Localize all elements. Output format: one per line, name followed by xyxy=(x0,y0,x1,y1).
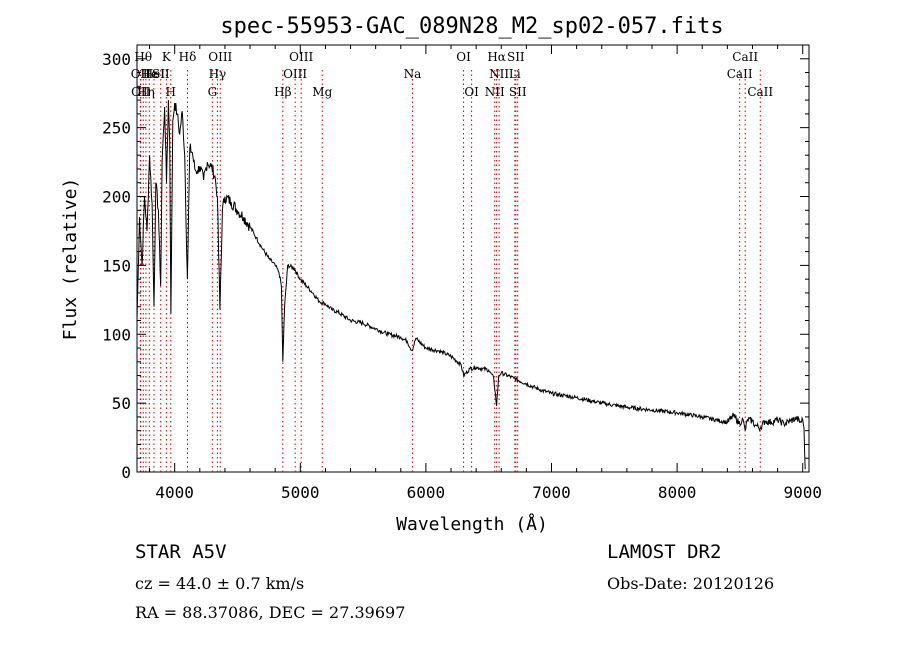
spectral-line-label: CaII xyxy=(732,50,758,64)
spectral-line-label: Hδ xyxy=(179,50,197,64)
x-tick-label: 6000 xyxy=(407,483,446,502)
spectral-line-label: HeI xyxy=(143,67,166,81)
x-tick-label: 7000 xyxy=(532,483,571,502)
x-axis-label: Wavelength (Å) xyxy=(396,513,548,535)
survey-name: LAMOST DR2 xyxy=(607,541,722,563)
obs-date-text: Obs-Date: 20120126 xyxy=(607,574,775,593)
spectral-line-label: SII xyxy=(152,67,170,81)
plot-frame xyxy=(136,44,810,473)
y-tick-label: 50 xyxy=(112,394,131,413)
spectral-line-label: Hη xyxy=(137,85,155,99)
spectral-line-label: SII xyxy=(507,50,525,64)
object-class: STAR A5V xyxy=(135,541,227,563)
y-tick-label: 200 xyxy=(102,188,131,207)
spectral-line-label: H xyxy=(166,85,176,99)
x-tick-label: 8000 xyxy=(658,483,697,502)
spectral-line-label: Li xyxy=(509,67,521,81)
velocity-text: cz = 44.0 ± 0.7 km/s xyxy=(135,574,305,593)
spectral-line-label: OIII xyxy=(289,50,313,64)
spectrum-series-line xyxy=(136,100,806,470)
spectral-line-label: Na xyxy=(404,67,422,81)
spectral-line-label: K xyxy=(162,50,172,64)
spectral-line-label: CaII xyxy=(747,85,773,99)
spectral-line-label: OII xyxy=(131,85,151,99)
spectral-line-label: Mg xyxy=(312,85,332,99)
x-tick-label: 4000 xyxy=(155,483,194,502)
y-axis-label: Flux (relative) xyxy=(60,178,81,341)
coords-text: RA = 88.37086, DEC = 27.39697 xyxy=(135,603,406,622)
spectral-line-label: Hα xyxy=(487,50,506,64)
x-tick-label: 9000 xyxy=(783,483,822,502)
spectral-line-label: Hθ xyxy=(134,50,152,64)
y-tick-label: 150 xyxy=(102,256,131,275)
axes: 4000 5000 6000 7000 8000 9000 0 50 100 150 200 250 3… xyxy=(102,45,822,502)
spectral-line-label: He xyxy=(141,67,159,81)
y-tick-label: 300 xyxy=(102,50,131,69)
y-tick-label: 0 xyxy=(121,463,131,482)
spectral-line-label: Hγ xyxy=(209,67,227,81)
spectral-line-labels: OIIOIIHθHηHeHeISIIKHHδGHγOIIIHβOIIIOIIIM… xyxy=(131,50,774,99)
spectral-line-label: Hβ xyxy=(274,85,291,99)
spectral-line-label: NII xyxy=(489,67,509,81)
spectral-line-label: OIII xyxy=(283,67,307,81)
spectral-line-label: CaII xyxy=(727,67,753,81)
spectral-line-label: OI xyxy=(456,50,471,64)
chart-title: spec-55953-GAC_089N28_M2_sp02-057.fits xyxy=(220,14,723,39)
spectral-line-label: OIII xyxy=(208,50,232,64)
y-tick-label: 100 xyxy=(102,325,131,344)
spectral-line-label: NII xyxy=(485,85,505,99)
spectral-line-label: G xyxy=(208,85,218,99)
spectral-line-label: SII xyxy=(509,85,527,99)
y-tick-label: 250 xyxy=(102,119,131,138)
spectral-line-label: OI xyxy=(464,85,479,99)
spectral-line-label: OII xyxy=(131,67,151,81)
x-tick-label: 5000 xyxy=(281,483,320,502)
